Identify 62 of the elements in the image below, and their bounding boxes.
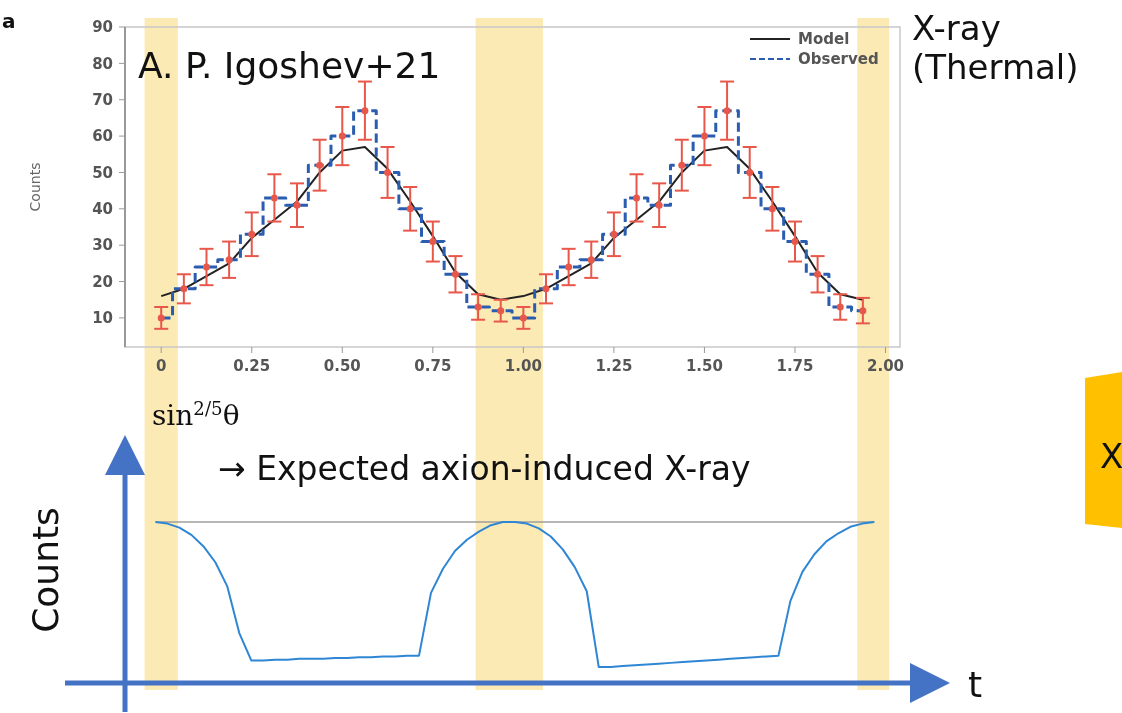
point <box>633 194 641 202</box>
annotation: A. P. Igoshev+21 <box>138 45 441 86</box>
text: sin$^{2/5}$θ <box>152 397 240 432</box>
x-tick-label: 0.25 <box>233 357 271 375</box>
point <box>225 256 233 264</box>
y-tick-label: 70 <box>92 90 113 109</box>
text: X <box>1100 436 1122 476</box>
y-tick-label: 10 <box>92 309 113 328</box>
point <box>497 307 505 315</box>
point <box>361 107 369 115</box>
x-tick-label: 0.50 <box>323 357 361 375</box>
point <box>836 303 844 311</box>
x-tick-label: 1.00 <box>504 357 542 375</box>
text: → Expected axion-induced X-ray <box>218 449 751 488</box>
point <box>678 161 686 169</box>
point <box>180 285 188 293</box>
x-tick-label: 1.75 <box>776 357 814 375</box>
text: X-ray (Thermal) <box>912 8 1079 88</box>
point <box>768 205 776 213</box>
point <box>565 263 573 271</box>
point <box>248 230 256 238</box>
point <box>384 168 392 176</box>
x-tick-label: 1.50 <box>685 357 723 375</box>
x-tick-label: 0.75 <box>414 357 452 375</box>
point <box>723 107 731 115</box>
point <box>293 201 301 209</box>
y-tick-label: 30 <box>92 236 113 255</box>
point <box>406 205 414 213</box>
point <box>316 161 324 169</box>
y-tick-label: 50 <box>92 163 113 182</box>
point <box>474 303 482 311</box>
line-series <box>160 146 864 301</box>
y-axis-title: Counts <box>25 507 66 633</box>
point <box>791 238 799 246</box>
y-tick-label: 90 <box>92 18 113 37</box>
point <box>859 307 867 315</box>
point <box>746 168 754 176</box>
text: a <box>2 9 16 33</box>
point <box>814 270 822 278</box>
point <box>270 194 278 202</box>
y-tick-label: 60 <box>92 127 113 146</box>
point <box>429 238 437 246</box>
legend-label: Model <box>798 30 850 49</box>
x-tick-label: 1.25 <box>595 357 633 375</box>
y-tick-label: 80 <box>92 54 113 73</box>
point <box>700 132 708 140</box>
point <box>202 263 210 271</box>
point <box>157 314 165 322</box>
y-tick-label: 40 <box>92 200 113 219</box>
legend-label: Observed <box>798 50 879 69</box>
y-axis-title: Counts <box>27 162 43 212</box>
x-tick-label: 2.00 <box>867 357 905 375</box>
x-tick-label: 0 <box>156 357 167 375</box>
point <box>542 285 550 293</box>
point <box>338 132 346 140</box>
y-tick-label: 20 <box>92 272 113 291</box>
x-axis-title: t <box>968 664 983 705</box>
point <box>587 256 595 264</box>
point <box>519 314 527 322</box>
point <box>451 270 459 278</box>
point <box>610 230 618 238</box>
point <box>655 201 663 209</box>
